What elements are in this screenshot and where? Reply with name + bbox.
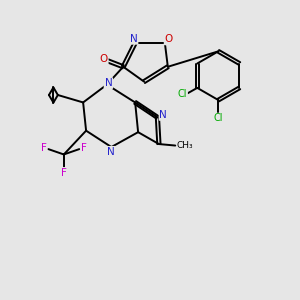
Text: Cl: Cl [178, 89, 187, 99]
Text: Cl: Cl [214, 113, 223, 124]
Text: N: N [104, 78, 112, 88]
Text: O: O [100, 54, 108, 64]
Text: N: N [160, 110, 167, 120]
Text: F: F [61, 168, 67, 178]
Text: N: N [130, 34, 137, 44]
Text: F: F [81, 143, 87, 153]
Text: N: N [107, 147, 115, 157]
Text: O: O [165, 34, 173, 44]
Text: F: F [41, 143, 46, 153]
Text: CH₃: CH₃ [177, 141, 194, 150]
